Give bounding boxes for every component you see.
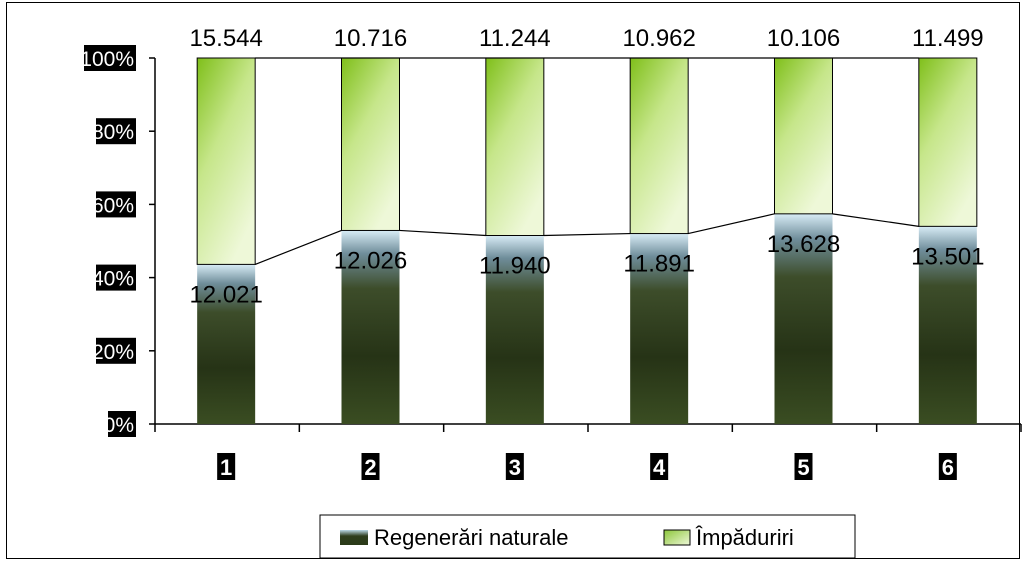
data-label-impaduriri: 11.499 bbox=[912, 25, 984, 52]
x-ticks: 1 2 3 4 5 6 bbox=[155, 424, 1021, 480]
data-label-regenerari: 12.026 bbox=[334, 247, 407, 274]
data-label-impaduriri: 10.962 bbox=[622, 25, 695, 52]
y-tick-label: 40% bbox=[92, 268, 134, 291]
data-label-impaduriri: 15.544 bbox=[189, 25, 262, 52]
legend-swatch-impaduriri bbox=[664, 530, 690, 545]
data-label-regenerari: 13.628 bbox=[767, 231, 840, 258]
legend: Regenerări naturale Împăduriri bbox=[320, 515, 855, 558]
series-line bbox=[688, 214, 774, 234]
bar-impaduriri bbox=[919, 58, 977, 226]
x-tick-label: 4 bbox=[653, 455, 666, 480]
y-tick-label: 80% bbox=[92, 121, 134, 144]
data-label-impaduriri: 10.106 bbox=[767, 25, 840, 52]
y-tick-label: 0% bbox=[104, 414, 134, 437]
data-label-impaduriri: 10.716 bbox=[334, 25, 407, 52]
bar-impaduriri bbox=[197, 58, 255, 264]
legend-label-impaduriri: Împăduriri bbox=[695, 525, 794, 550]
y-ticks: 0% 20% 40% 60% 80% 100% bbox=[80, 45, 155, 437]
value-labels: 15.544 12.021 10.716 12.026 11.244 11.940 10.9… bbox=[189, 25, 984, 308]
y-tick-label: 100% bbox=[80, 48, 134, 71]
data-label-impaduriri: 11.244 bbox=[479, 25, 551, 52]
x-tick-label: 3 bbox=[509, 455, 521, 480]
data-label-regenerari: 12.021 bbox=[189, 281, 262, 308]
y-tick-label: 60% bbox=[92, 194, 134, 217]
data-label-regenerari: 11.940 bbox=[479, 253, 551, 280]
bar-impaduriri bbox=[486, 58, 544, 236]
bar-impaduriri bbox=[630, 58, 688, 234]
y-tick-label: 20% bbox=[92, 341, 134, 364]
bar-impaduriri bbox=[775, 58, 833, 214]
series-line bbox=[833, 214, 919, 227]
legend-swatch-regenerari bbox=[340, 530, 368, 545]
x-tick-label: 6 bbox=[942, 455, 954, 480]
series-line bbox=[255, 230, 341, 264]
x-tick-label: 2 bbox=[364, 455, 376, 480]
data-label-regenerari: 11.891 bbox=[623, 251, 695, 278]
bar-impaduriri bbox=[342, 58, 400, 230]
series-line bbox=[544, 234, 630, 236]
series-line bbox=[400, 230, 486, 235]
x-tick-label: 5 bbox=[797, 455, 809, 480]
axes bbox=[155, 58, 1021, 424]
x-tick-label: 1 bbox=[220, 455, 232, 480]
legend-label-regenerari: Regenerări naturale bbox=[374, 525, 568, 550]
data-label-regenerari: 13.501 bbox=[911, 243, 984, 270]
